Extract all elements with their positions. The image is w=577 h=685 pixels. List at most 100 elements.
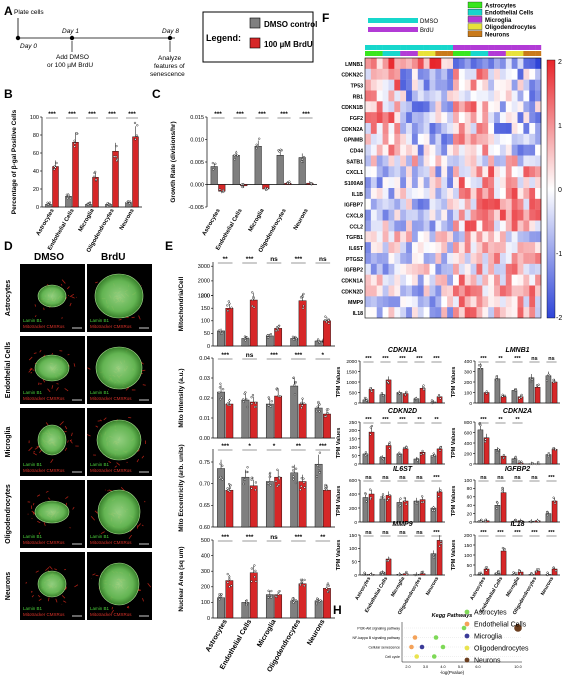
data-point [258, 137, 261, 140]
heatmap-cell [494, 155, 501, 167]
heatmap-cell [376, 285, 383, 297]
heatmap-cell [470, 209, 477, 221]
data-point [501, 395, 504, 398]
heatmap-cell [441, 177, 448, 189]
heatmap-cell [406, 242, 413, 254]
data-point [236, 154, 239, 157]
data-point [292, 338, 295, 341]
data-point [228, 575, 231, 578]
data-point [266, 187, 269, 190]
heatmap-cell [464, 253, 471, 265]
data-point [485, 569, 488, 572]
data-point [402, 446, 406, 450]
y-tick-label: 1000 [198, 293, 210, 299]
heatmap-cell [458, 155, 465, 167]
heatmap-cell [499, 307, 506, 319]
heatmap-cell [400, 307, 407, 319]
heatmap-cell [411, 79, 418, 91]
nucleus [98, 562, 140, 606]
heatmap-cell [523, 285, 530, 297]
data-point [47, 203, 50, 206]
heatmap-cell [411, 155, 418, 167]
heatmap-cell [511, 112, 518, 124]
significance-label: ** [223, 256, 229, 263]
heatmap-scale-0: 0 [558, 187, 562, 194]
heatmap-cell [411, 144, 418, 156]
data-point [275, 326, 279, 329]
bar-brdu [500, 492, 507, 523]
data-point [403, 496, 406, 500]
data-point [270, 589, 273, 593]
bar-brdu [298, 403, 307, 439]
data-point [214, 162, 217, 165]
heatmap-cell [494, 253, 501, 265]
heatmap-cell [488, 79, 495, 91]
heatmap-cell [529, 79, 536, 91]
heatmap-cell [411, 177, 418, 189]
data-point [405, 573, 408, 576]
data-point [240, 183, 243, 186]
heatmap-gene-label: GPNMB [344, 138, 364, 144]
heatmap-cell [464, 90, 471, 102]
heatmap-cell [453, 166, 460, 178]
heatmap-cell [535, 123, 542, 135]
heatmap-cell [535, 209, 542, 221]
heatmap-cell [494, 58, 501, 70]
heatmap-cell [400, 101, 407, 113]
bar-brdu [323, 413, 331, 439]
heatmap-cell [447, 90, 454, 102]
data-point [547, 455, 550, 458]
mitochondria-strand [95, 425, 99, 428]
heatmap-cell [535, 166, 542, 178]
heatmap-cell [376, 274, 383, 286]
data-point [513, 520, 516, 523]
data-point [380, 571, 383, 574]
y-tick-label: 2000 [198, 279, 210, 285]
heatmap-cell [488, 166, 495, 178]
heatmap-cell [458, 307, 465, 319]
celltype-legend-label: Astrocytes [485, 4, 517, 10]
heatmap-cell [505, 274, 512, 286]
heatmap-gene-label: CDKN2C [341, 73, 363, 79]
celltype-legend-swatch [467, 23, 483, 30]
mitochondria-strand [28, 446, 33, 452]
heatmap-condition-annotation [476, 45, 483, 50]
heatmap-cell [499, 101, 506, 113]
heatmap-cell [447, 263, 454, 275]
heatmap-cell [447, 155, 454, 167]
data-point [478, 571, 481, 575]
y-tick-label: 0 [354, 520, 357, 526]
timeline-day8-note-3: senescence [150, 71, 185, 78]
heatmap-cell [376, 177, 383, 189]
heatmap-cell [423, 263, 430, 275]
data-point [292, 475, 295, 478]
heatmap-cell [429, 68, 436, 80]
heatmap-cell [382, 177, 389, 189]
heatmap-cell [535, 188, 542, 200]
heatmap-cell [370, 198, 377, 210]
heatmap-cell [406, 220, 413, 232]
data-point [535, 570, 538, 573]
mitochondria-strand [103, 417, 107, 421]
data-point [303, 584, 306, 587]
heatmap-cell [505, 90, 512, 102]
data-point [254, 481, 258, 484]
heatmap-cell [488, 209, 495, 221]
data-point [222, 190, 225, 193]
heatmap-cell [370, 90, 377, 102]
heatmap-cell [505, 285, 512, 297]
heatmap-cell [365, 79, 372, 91]
heatmap-cell [505, 198, 512, 210]
heatmap-cell [388, 155, 395, 167]
heatmap-cell [417, 155, 424, 167]
data-point [364, 454, 367, 457]
heatmap-cell [488, 253, 495, 265]
heatmap-cell [529, 155, 536, 167]
data-point [484, 518, 487, 521]
heatmap-cell [370, 166, 377, 178]
heatmap-cell [476, 285, 483, 297]
